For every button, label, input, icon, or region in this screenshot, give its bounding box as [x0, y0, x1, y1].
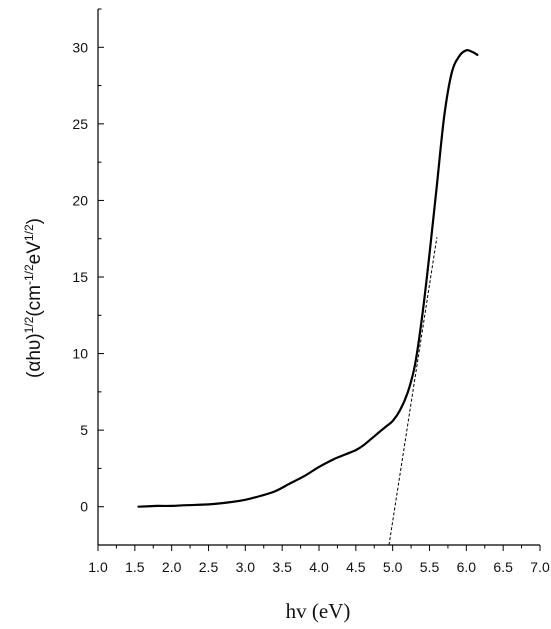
y-tick-label: 25: [72, 116, 88, 132]
y-tick-label: 20: [72, 192, 88, 208]
y-axis-title-superscript: 1/2: [22, 224, 36, 241]
y-axis-title-text: (cm: [24, 285, 45, 317]
x-tick-label: 5.5: [420, 559, 440, 575]
x-tick-label: 2.0: [162, 559, 182, 575]
plot-frame: [97, 9, 540, 546]
x-tick-label: 1.0: [88, 559, 108, 575]
tauc-extrapolation-line: [388, 237, 438, 546]
x-tick-label: 2.5: [199, 559, 219, 575]
x-tick-label: 4.5: [346, 559, 366, 575]
x-tick-label: 3.0: [236, 559, 256, 575]
y-axis-title-superscript: -1/2: [22, 264, 36, 285]
series-layer: [137, 49, 479, 546]
y-axis-title-text: ): [24, 218, 45, 224]
y-axis-title-superscript: 1/2: [22, 316, 36, 333]
x-tick-label: 5.0: [383, 559, 403, 575]
x-axis-ticks: 1.0 1.5 2.0 2.5 3.0 3.5 4.0 4.5 5.0 5.5 6.0 6.5 7.0: [88, 545, 550, 575]
x-tick-label: 4.0: [309, 559, 329, 575]
y-axis-ticks: 0 5 10 15 20 25 30: [72, 8, 104, 546]
y-axis-title-text: (αhυ): [24, 333, 45, 378]
x-axis-title: hv (eV): [286, 599, 351, 623]
x-tick-label: 6.5: [493, 559, 513, 575]
x-tick-label: 1.5: [125, 559, 145, 575]
x-tick-label: 7.0: [530, 559, 550, 575]
y-axis-title-text: eV: [24, 241, 45, 265]
x-tick-label: 3.5: [272, 559, 292, 575]
absorption-curve: [137, 49, 479, 508]
y-tick-label: 0: [80, 499, 88, 515]
y-tick-label: 30: [72, 39, 88, 55]
y-tick-label: 5: [80, 422, 88, 438]
y-tick-label: 10: [72, 346, 88, 362]
y-tick-label: 15: [72, 269, 88, 285]
x-tick-label: 6.0: [457, 559, 477, 575]
y-axis-title: (αhυ)1/2(cm-1/2eV1/2): [22, 218, 45, 378]
